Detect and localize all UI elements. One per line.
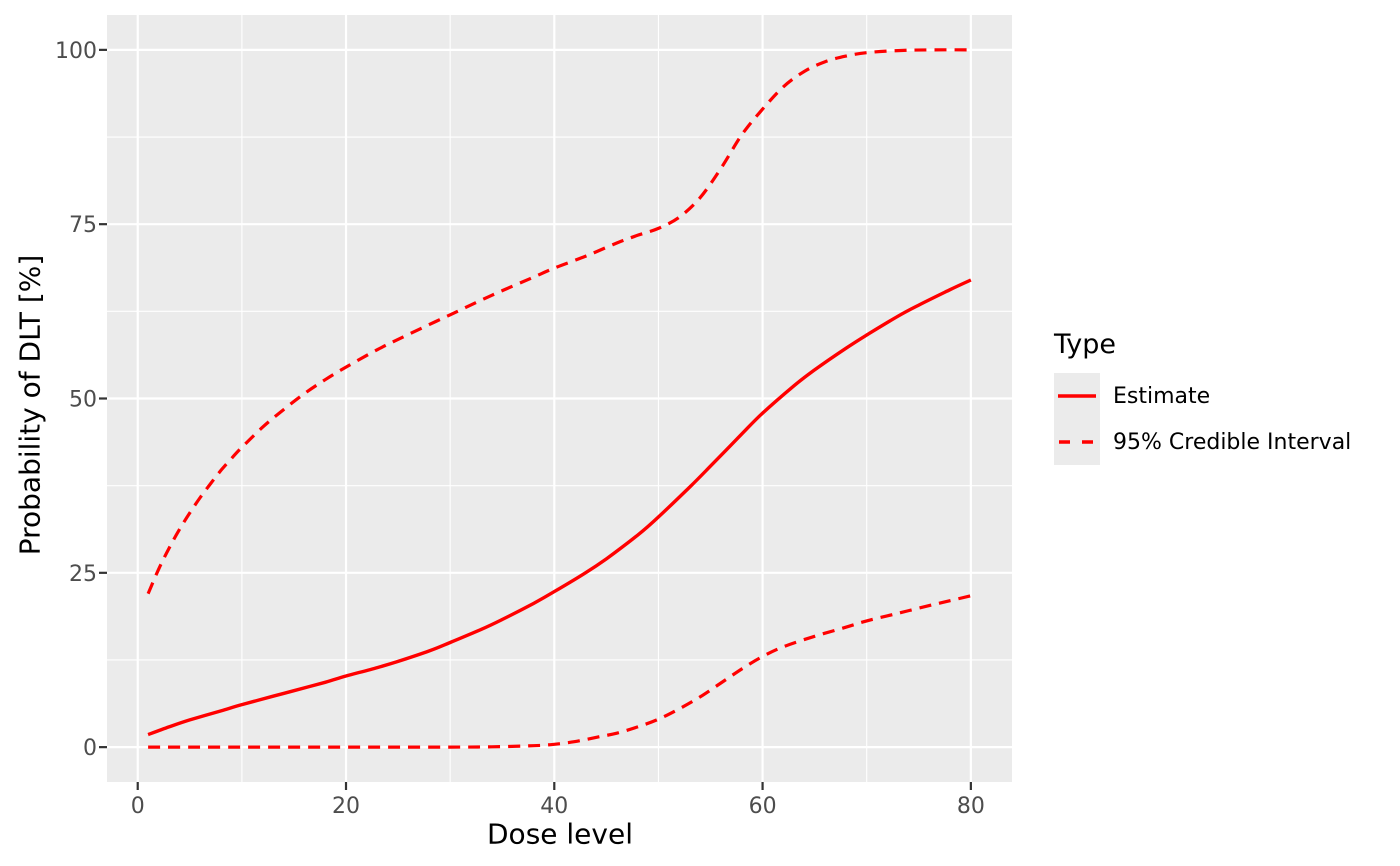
legend-entry-estimate: Estimate	[1054, 373, 1351, 419]
y-tick-label: 50	[69, 388, 97, 413]
y-tick-label: 75	[69, 213, 97, 238]
legend-key-dashed-canvas	[1059, 440, 1095, 444]
y-tick-label: 25	[69, 562, 97, 587]
legend-label-estimate: Estimate	[1113, 383, 1211, 409]
x-tick-label: 20	[332, 794, 360, 819]
x-tick-label: 40	[540, 794, 568, 819]
series-estimate	[147, 278, 972, 737]
x-tick-label: 60	[749, 794, 777, 819]
legend-title: Type	[1054, 329, 1117, 360]
series-95-credible-interval-lower	[148, 594, 972, 749]
legend: Type Estimate 95% Credible Interval	[1054, 329, 1352, 465]
y-tick-label: 0	[83, 736, 97, 761]
legend-key-solid-canvas	[1058, 394, 1096, 398]
x-tick-label: 80	[957, 794, 985, 819]
legend-label-credible-interval: 95% Credible Interval	[1113, 429, 1352, 455]
series-95-credible-interval-upper	[146, 48, 971, 595]
legend-key-dashed	[1054, 419, 1100, 465]
x-tick-label: 0	[131, 794, 145, 819]
y-tick-label: 100	[55, 39, 97, 64]
legend-key-solid	[1054, 373, 1100, 419]
legend-entry-credible-interval: 95% Credible Interval	[1054, 419, 1351, 465]
y-axis-title: Probability of DLT [%]	[13, 254, 47, 556]
x-axis-title: Dose level	[487, 817, 633, 851]
